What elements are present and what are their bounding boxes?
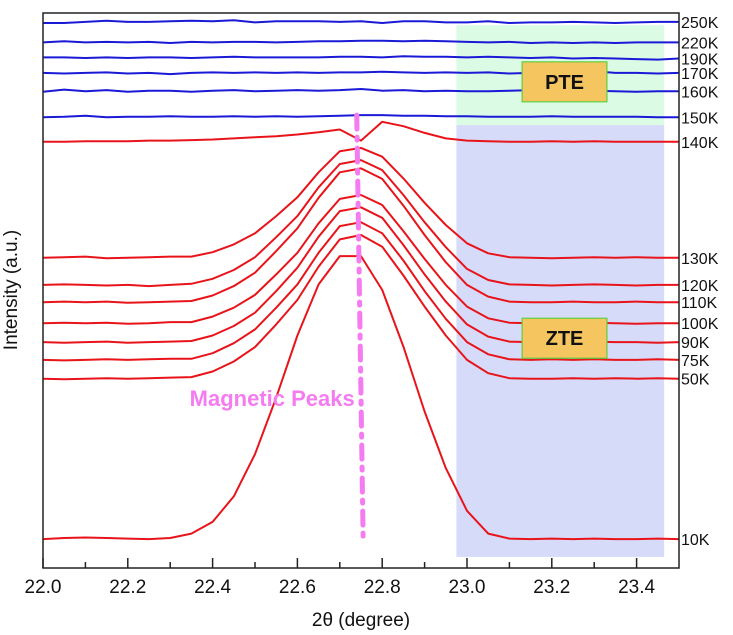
series-line-250K: [43, 19, 679, 24]
region-pte-box: [521, 61, 608, 103]
shaded-regions: [456, 25, 665, 557]
series-line-220K: [42, 39, 679, 44]
temperature-label-100K: 100K: [681, 316, 719, 333]
temperature-label-190K: 190K: [681, 52, 719, 69]
series-line-50K: [42, 234, 680, 381]
series-line-110K: [42, 167, 679, 304]
region-zte-box: [521, 317, 608, 359]
magnetic-peaks-annotation: Magnetic Peaks: [190, 112, 366, 541]
temperature-label-140K: 140K: [681, 135, 719, 152]
temperature-label-10K: 10K: [681, 532, 710, 549]
series-line-150K: [42, 114, 679, 119]
series-line-75K: [42, 221, 680, 362]
x-tick-label: 22.2: [109, 577, 146, 598]
magnetic-peak-dashdot-line: [354, 112, 366, 541]
series-line-190K: [43, 55, 680, 61]
x-tick-label: 22.4: [194, 577, 231, 598]
series-line-130K: [42, 146, 679, 260]
magnetic-peaks-label: Magnetic Peaks: [190, 386, 355, 411]
temperature-label-170K: 170K: [681, 66, 719, 83]
series-line-140K: [43, 120, 679, 143]
temperature-label-220K: 220K: [681, 35, 719, 52]
x-axis-title: 2θ (degree): [312, 610, 410, 631]
temperature-label-90K: 90K: [681, 335, 710, 352]
region-pte-label: PTE: [545, 72, 584, 94]
y-axis-title: Intensity (a.u.): [1, 230, 22, 350]
temperature-label-130K: 130K: [681, 251, 719, 268]
x-axis-ticks: 22.0 22.2 22.4 22.6 22.8 23.0 23.2 23.4: [25, 558, 656, 598]
series-line-120K: [42, 159, 679, 288]
temperature-label-150K: 150K: [681, 110, 719, 127]
x-tick-label: 23.2: [533, 577, 570, 598]
series-lines: [42, 19, 680, 541]
temperature-label-250K: 250K: [681, 15, 719, 32]
temperature-label-110K: 110K: [681, 295, 718, 312]
x-tick-label: 23.0: [449, 577, 486, 598]
region-label-boxes: PTE ZTE: [521, 61, 608, 359]
temperature-label-75K: 75K: [681, 353, 710, 370]
temperature-label-120K: 120K: [681, 278, 719, 295]
temperature-label-50K: 50K: [681, 372, 710, 389]
x-tick-label: 22.8: [364, 577, 401, 598]
x-tick-label: 22.0: [25, 577, 62, 598]
x-tick-label: 22.6: [279, 577, 316, 598]
temperature-label-160K: 160K: [681, 84, 719, 101]
x-tick-label: 23.4: [618, 577, 655, 598]
region-zte-label: ZTE: [546, 328, 584, 350]
plot-frame: [42, 12, 680, 569]
